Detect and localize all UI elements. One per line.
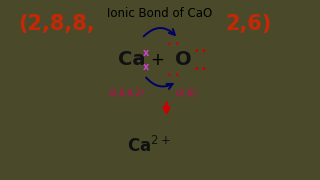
Text: +: + <box>150 51 164 69</box>
Text: (2,8,8,: (2,8,8, <box>18 14 95 34</box>
Text: • •: • • <box>167 71 179 80</box>
Text: O: O <box>175 50 192 69</box>
Text: (2,6): (2,6) <box>175 89 197 98</box>
Text: •: • <box>201 46 207 56</box>
Text: x: x <box>143 62 149 72</box>
Text: 2,6): 2,6) <box>225 14 272 34</box>
Text: • •: • • <box>167 40 179 49</box>
Text: (2,8,8,2): (2,8,8,2) <box>108 89 144 98</box>
Text: Ca: Ca <box>117 50 145 69</box>
Text: x: x <box>143 48 149 58</box>
Text: Ca$^{2+}$: Ca$^{2+}$ <box>127 136 171 156</box>
Text: •: • <box>194 64 199 74</box>
Text: Ionic Bond of CaO: Ionic Bond of CaO <box>108 6 212 20</box>
Text: •: • <box>194 46 199 56</box>
Text: •: • <box>201 64 207 74</box>
